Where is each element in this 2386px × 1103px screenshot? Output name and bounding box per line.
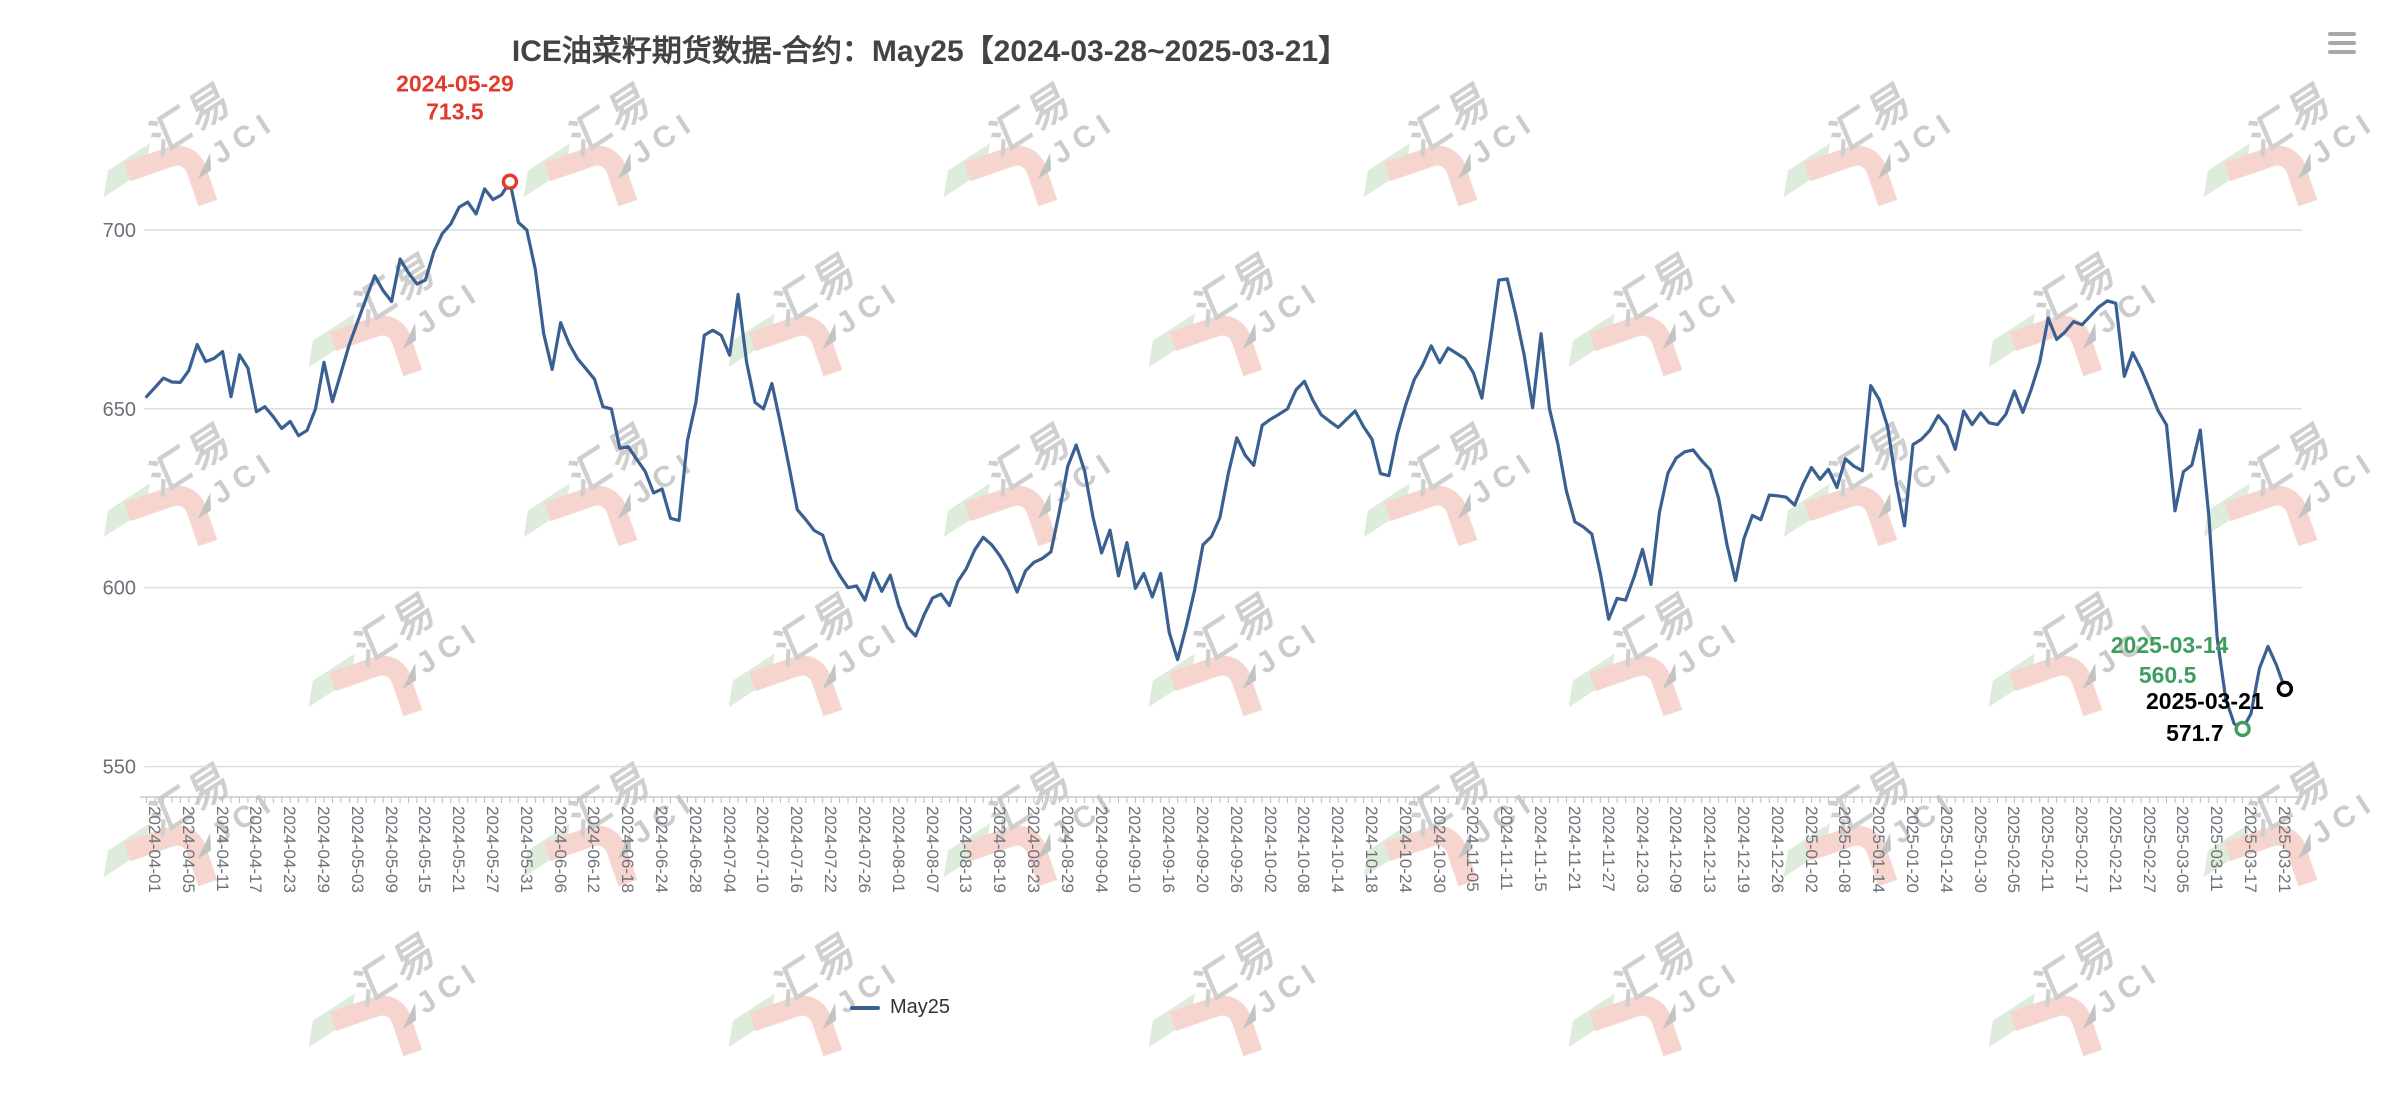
- menu-bar: [2328, 41, 2356, 45]
- legend-label: May25: [889, 996, 951, 1018]
- legend-line-swatch: [849, 1005, 880, 1010]
- marker-label-2025-03-14-value: 560.5: [2139, 662, 2197, 688]
- hamburger-menu-icon[interactable]: [2328, 32, 2358, 56]
- marker-label-2024-05-29-date: 2024-05-29: [396, 71, 514, 97]
- marker-point-2024-05-29: [501, 173, 519, 190]
- y-axis-label-650: 650: [103, 399, 136, 421]
- price-series-line: [144, 180, 2287, 731]
- marker-label-2025-03-21-date: 2025-03-21: [2146, 688, 2264, 714]
- chart-title: ICE油菜籽期货数据-合约：May25【2024-03-28~2025-03-2…: [511, 35, 1349, 68]
- legend-item-may25[interactable]: May25: [849, 996, 951, 1019]
- marker-label-2025-03-21-value: 571.7: [2166, 720, 2224, 746]
- y-axis-label-600: 600: [103, 578, 136, 600]
- menu-bar: [2328, 50, 2356, 54]
- y-axis-label-700: 700: [103, 220, 136, 242]
- menu-bar: [2328, 32, 2356, 36]
- marker-point-2025-03-14: [2234, 720, 2251, 738]
- y-axis-label-550: 550: [103, 757, 136, 779]
- marker-label-2024-05-29-value: 713.5: [426, 99, 484, 125]
- marker-point-2025-03-21: [2276, 680, 2294, 698]
- marker-label-2025-03-14-date: 2025-03-14: [2111, 632, 2229, 658]
